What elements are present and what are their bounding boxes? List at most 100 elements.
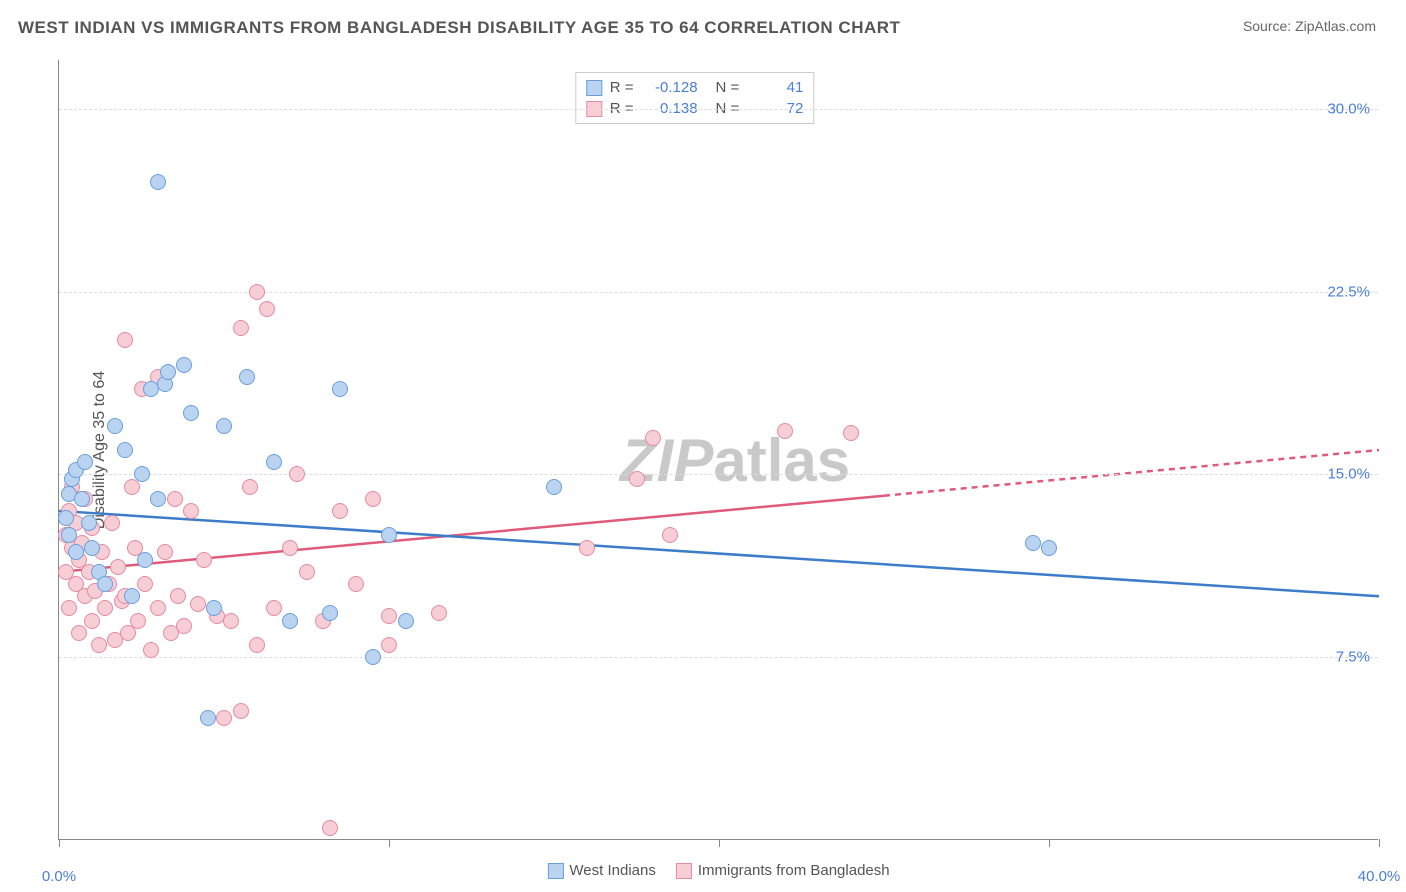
data-point <box>1041 540 1057 556</box>
legend-item-2: Immigrants from Bangladesh <box>676 862 890 879</box>
data-point <box>97 600 113 616</box>
data-point <box>183 503 199 519</box>
data-point <box>249 637 265 653</box>
data-point <box>381 637 397 653</box>
data-point <box>91 637 107 653</box>
data-point <box>107 418 123 434</box>
data-point <box>130 613 146 629</box>
y-tick-label: 15.0% <box>1327 466 1370 483</box>
x-tick <box>59 839 60 847</box>
legend-item-1: West Indians <box>547 862 655 879</box>
correlation-legend: R = -0.128 N = 41 R = 0.138 N = 72 <box>575 72 815 124</box>
data-point <box>176 357 192 373</box>
series1-label: West Indians <box>569 862 655 879</box>
x-tick <box>389 839 390 847</box>
data-point <box>249 284 265 300</box>
data-point <box>629 471 645 487</box>
data-point <box>645 430 661 446</box>
x-tick <box>1049 839 1050 847</box>
data-point <box>124 588 140 604</box>
trend-lines <box>59 60 1378 839</box>
series2-label: Immigrants from Bangladesh <box>698 862 890 879</box>
data-point <box>777 423 793 439</box>
data-point <box>332 503 348 519</box>
data-point <box>150 600 166 616</box>
data-point <box>143 642 159 658</box>
data-point <box>61 600 77 616</box>
data-point <box>332 381 348 397</box>
x-tick-label: 0.0% <box>42 868 76 885</box>
n-label: N = <box>716 79 740 96</box>
data-point <box>81 515 97 531</box>
data-point <box>74 491 90 507</box>
data-point <box>134 466 150 482</box>
y-tick-label: 30.0% <box>1327 100 1370 117</box>
data-point <box>223 613 239 629</box>
data-point <box>282 540 298 556</box>
data-point <box>150 491 166 507</box>
source-attribution: Source: ZipAtlas.com <box>1243 18 1376 34</box>
data-point <box>431 605 447 621</box>
legend-row-series1: R = -0.128 N = 41 <box>586 77 804 98</box>
data-point <box>299 564 315 580</box>
y-tick-label: 7.5% <box>1336 649 1370 666</box>
data-point <box>348 576 364 592</box>
data-point <box>97 576 113 592</box>
data-point <box>259 301 275 317</box>
data-point <box>381 527 397 543</box>
data-point <box>381 608 397 624</box>
swatch-series1 <box>547 863 563 879</box>
data-point <box>398 613 414 629</box>
data-point <box>190 596 206 612</box>
data-point <box>150 174 166 190</box>
y-tick-label: 22.5% <box>1327 283 1370 300</box>
data-point <box>206 600 222 616</box>
plot-area: ZIPatlas R = -0.128 N = 41 R = 0.138 N =… <box>58 60 1378 840</box>
data-point <box>196 552 212 568</box>
swatch-series2 <box>676 863 692 879</box>
data-point <box>365 649 381 665</box>
data-point <box>579 540 595 556</box>
data-point <box>266 600 282 616</box>
data-point <box>365 491 381 507</box>
source-label: Source: <box>1243 18 1291 34</box>
gridline <box>59 109 1378 110</box>
data-point <box>216 418 232 434</box>
data-point <box>183 405 199 421</box>
chart-header: WEST INDIAN VS IMMIGRANTS FROM BANGLADES… <box>0 0 1406 48</box>
data-point <box>282 613 298 629</box>
data-point <box>110 559 126 575</box>
data-point <box>104 515 120 531</box>
data-point <box>58 510 74 526</box>
series-legend: West Indians Immigrants from Bangladesh <box>547 862 889 879</box>
r-value-1: -0.128 <box>642 79 698 96</box>
gridline <box>59 474 1378 475</box>
data-point <box>546 479 562 495</box>
data-point <box>137 552 153 568</box>
data-point <box>117 332 133 348</box>
data-point <box>137 576 153 592</box>
data-point <box>322 605 338 621</box>
swatch-series1 <box>586 80 602 96</box>
x-tick <box>1379 839 1380 847</box>
gridline <box>59 657 1378 658</box>
data-point <box>157 544 173 560</box>
data-point <box>176 618 192 634</box>
source-value: ZipAtlas.com <box>1295 18 1376 34</box>
data-point <box>242 479 258 495</box>
data-point <box>266 454 282 470</box>
data-point <box>167 491 183 507</box>
data-point <box>117 442 133 458</box>
r-label: R = <box>610 79 634 96</box>
data-point <box>170 588 186 604</box>
data-point <box>61 527 77 543</box>
x-tick-label: 40.0% <box>1358 868 1401 885</box>
n-value-1: 41 <box>747 79 803 96</box>
chart-container: Disability Age 35 to 64 ZIPatlas R = -0.… <box>18 50 1388 850</box>
data-point <box>71 625 87 641</box>
data-point <box>239 369 255 385</box>
data-point <box>843 425 859 441</box>
data-point <box>233 320 249 336</box>
data-point <box>1025 535 1041 551</box>
chart-title: WEST INDIAN VS IMMIGRANTS FROM BANGLADES… <box>18 18 900 38</box>
